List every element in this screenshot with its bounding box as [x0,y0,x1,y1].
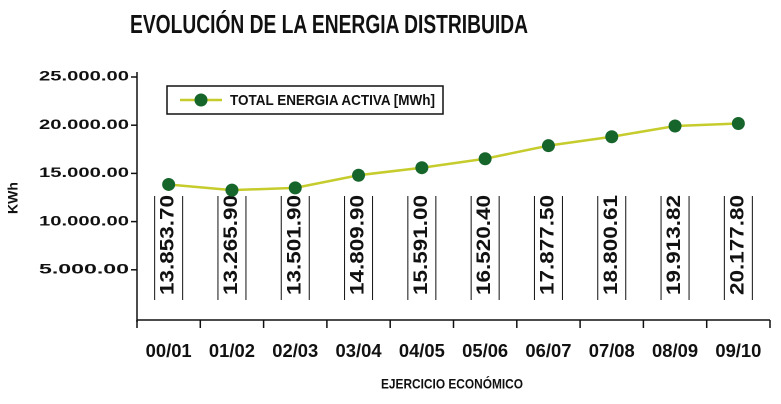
series-line [168,122,739,192]
y-tick-label: 25.000.00 [39,68,129,84]
point [668,119,682,133]
x-tick-label: 06/07 [525,341,571,361]
label-bg [663,194,688,300]
y-tick-label: 5.000.00 [39,261,129,277]
label-bg [536,194,561,300]
value-label: 15.591.00 [411,195,432,295]
y-tick-label: 10.000.00 [39,212,129,228]
label-bg [283,194,308,300]
y-tick-label: 20.000.00 [39,116,129,132]
label-bg [726,194,751,300]
point [415,161,429,175]
point [225,183,239,197]
value-label: 14.809.90 [348,195,369,295]
y-tick-label: 15.000.00 [39,164,129,180]
label-bg [599,194,624,300]
value-label: 16.520.40 [474,195,495,295]
legend-label: TOTAL ENERGIA ACTIVA [MWh] [230,92,435,109]
value-label: 18.800.61 [601,194,622,295]
x-tick-label: 07/08 [589,341,635,361]
value-label: 13.853.70 [158,195,179,295]
legend-marker [194,93,208,107]
label-bg [219,194,244,300]
label-bg [473,194,498,300]
x-tick-label: 04/05 [399,341,445,361]
value-label: 19.913.82 [664,195,685,295]
point [478,152,492,166]
point [288,181,302,195]
y-axis-label: KWh [5,182,21,214]
point [541,139,555,153]
x-tick-label: 00/01 [146,341,192,361]
x-tick-label: 09/10 [715,341,761,361]
x-tick-label: 08/09 [652,341,698,361]
value-label: 13.501.90 [284,195,305,295]
label-bg [156,194,181,300]
value-label: 13.265.90 [221,195,242,295]
point [731,116,745,130]
point [162,177,176,191]
label-bg [409,194,434,300]
x-tick-label: 03/04 [336,341,382,361]
value-label: 20.177.80 [727,195,748,295]
x-tick-label: 01/02 [209,341,255,361]
point [352,168,366,182]
label-bg [346,194,371,300]
point [605,130,619,144]
value-label: 17.877.50 [537,195,558,295]
x-axis-label: EJERCICIO ECONÓMICO [381,375,523,392]
chart-title: EVOLUCIÓN DE LA ENERGIA DISTRIBUIDA [130,9,528,39]
x-tick-label: 05/06 [462,341,508,361]
x-tick-label: 02/03 [272,341,318,361]
